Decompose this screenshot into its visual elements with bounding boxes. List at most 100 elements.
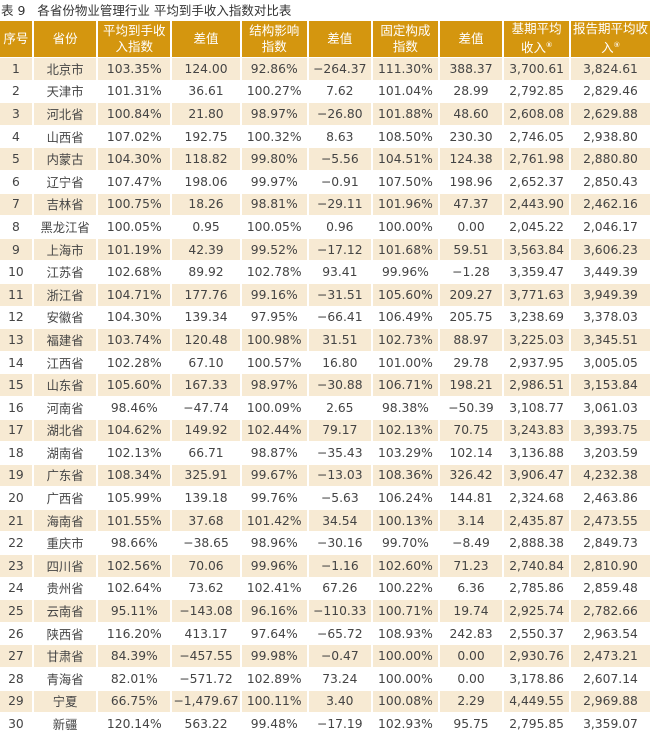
table-title: 表 9 各省份物业管理行业 平均到手收入指数对比表 <box>1 3 292 18</box>
cell-diff-1: −38.65 <box>183 536 229 551</box>
cell-structure-index: 96.16% <box>241 600 307 622</box>
cell-index: 18 <box>8 445 24 460</box>
cell-diff-3: 230.30 <box>449 129 493 144</box>
cell-report-period-income: 2,607.14 <box>583 671 638 686</box>
cell-base-period-income: 3,771.63 <box>504 283 569 306</box>
column-header-diff-3: 差值 <box>439 21 503 57</box>
table-row: 4 山西省 107.02% 192.75 100.32% 8.63 108.50% 230.3… <box>0 126 650 148</box>
cell-diff-2: 73.24 <box>322 671 358 686</box>
cell-fixed-index: 104.51% <box>373 148 438 170</box>
cell-index: 6 <box>11 174 20 189</box>
cell-diff-1: 198.06 <box>184 174 228 189</box>
cell-avg-income-index: 101.31% <box>106 84 162 99</box>
cell-avg-income-index: 101.55% <box>98 509 171 532</box>
cell-fixed-index: 100.13% <box>373 509 438 532</box>
cell-diff-1: 124.00 <box>172 58 240 80</box>
table-row: 6 辽宁省 107.47% 198.06 99.97% −0.91 107.50% 198.9… <box>0 171 650 193</box>
cell-avg-income-index: 104.71% <box>98 283 171 306</box>
cell-fixed-index: 106.24% <box>378 491 433 506</box>
column-header-index: 序号 <box>0 21 32 57</box>
cell-diff-3: 209.27 <box>439 283 503 306</box>
cell-avg-income-index: 98.66% <box>110 536 158 551</box>
cell-province: 贵州省 <box>46 582 84 597</box>
cell-fixed-index: 107.50% <box>378 174 433 189</box>
cell-index: 24 <box>8 581 24 596</box>
cell-structure-index: 100.05% <box>246 219 302 234</box>
cell-fixed-index: 108.93% <box>378 626 433 641</box>
cell-report-period-income: 2,473.55 <box>570 509 650 532</box>
cell-diff-2: 67.26 <box>322 581 358 596</box>
column-header-label: 差值 <box>458 31 484 46</box>
cell-diff-2: −0.47 <box>308 645 372 668</box>
cell-diff-1: −143.08 <box>172 600 240 622</box>
cell-report-period-income: 2,938.80 <box>583 129 638 144</box>
cell-province: 广西省 <box>46 492 84 507</box>
cell-fixed-index: 111.30% <box>373 58 438 80</box>
cell-diff-2: −5.63 <box>320 491 359 506</box>
cell-diff-1: 325.91 <box>172 464 240 487</box>
cell-avg-income-index: 102.13% <box>106 445 162 460</box>
cell-diff-3: 388.37 <box>439 58 503 80</box>
column-header-label: 基期平均收入 <box>511 21 562 56</box>
cell-diff-1: 177.76 <box>172 283 240 306</box>
column-header-label: 序号 <box>3 31 29 46</box>
cell-base-period-income: 2,792.85 <box>509 84 564 99</box>
header-row: 序号 省份 平均到手收入指数 差值 结构影响指数 差值 固定构成指数 差值 基期平均收入⑧ 报告期… <box>0 21 650 57</box>
cell-diff-2: −29.11 <box>308 193 372 216</box>
table-row: 23 四川省 102.56% 70.06 99.96% −1.16 102.60% 71.23… <box>0 555 650 577</box>
cell-fixed-index: 102.73% <box>373 329 438 351</box>
cell-diff-3: 242.83 <box>449 626 493 641</box>
cell-fixed-index: 105.60% <box>373 283 438 306</box>
cell-diff-3: 0.00 <box>457 219 485 234</box>
cell-diff-3: 102.14 <box>449 445 493 460</box>
cell-index: 4 <box>11 129 20 144</box>
cell-avg-income-index: 98.46% <box>110 400 158 415</box>
column-header-label: 省份 <box>52 31 78 46</box>
cell-province: 青海省 <box>46 672 84 687</box>
table-row: 13 福建省 103.74% 120.48 100.98% 31.51 102.73% 88.… <box>0 329 650 351</box>
cell-diff-1: −457.55 <box>172 645 240 668</box>
cell-province: 江西省 <box>46 356 84 371</box>
cell-fixed-index: 99.70% <box>381 536 429 551</box>
cell-avg-income-index: 108.34% <box>98 464 171 487</box>
cell-province: 新疆 <box>52 718 78 733</box>
cell-fixed-index: 100.08% <box>373 690 438 713</box>
cell-report-period-income: 3,606.23 <box>570 238 650 261</box>
table-row: 3 河北省 100.84% 21.80 98.97% −26.80 101.88% 48.60… <box>0 103 650 125</box>
table-row: 10 江苏省 102.68% 89.92 102.78% 93.41 99.96% −1.28… <box>0 261 650 283</box>
cell-avg-income-index: 104.62% <box>98 419 171 442</box>
cell-index: 19 <box>0 464 32 487</box>
cell-index: 20 <box>8 491 24 506</box>
table-row: 12 安徽省 104.30% 139.34 97.95% −66.41 106.49% 205… <box>0 307 650 329</box>
cell-report-period-income: 3,061.03 <box>583 400 638 415</box>
cell-diff-3: −1.28 <box>452 265 490 280</box>
cell-report-period-income: 3,378.03 <box>583 310 638 325</box>
cell-report-period-income: 2,859.48 <box>583 581 638 596</box>
cell-base-period-income: 2,746.05 <box>509 129 564 144</box>
cell-structure-index: 102.89% <box>246 671 302 686</box>
cell-index: 30 <box>8 717 24 732</box>
table-row: 1 北京市 103.35% 124.00 92.86% −264.37 111.30% 388… <box>0 58 650 80</box>
cell-report-period-income: 3,393.75 <box>570 419 650 442</box>
cell-diff-2: 16.80 <box>322 355 358 370</box>
table-row: 7 吉林省 100.75% 18.26 98.81% −29.11 101.96% 47.37… <box>0 193 650 216</box>
cell-province: 山西省 <box>46 130 84 145</box>
cell-fixed-index: 100.71% <box>373 600 438 622</box>
cell-fixed-index: 101.68% <box>373 238 438 261</box>
table-row: 9 上海市 101.19% 42.39 99.52% −17.12 101.68% 59.51… <box>0 238 650 261</box>
cell-avg-income-index: 107.02% <box>106 129 162 144</box>
cell-diff-2: −17.19 <box>317 717 363 732</box>
cell-structure-index: 101.42% <box>241 509 307 532</box>
cell-province: 山东省 <box>33 374 97 396</box>
cell-province: 福建省 <box>33 329 97 351</box>
cell-province: 内蒙古 <box>33 148 97 170</box>
cell-structure-index: 99.76% <box>250 491 298 506</box>
cell-index: 29 <box>0 690 32 713</box>
cell-diff-1: 36.61 <box>188 84 224 99</box>
column-header-report-period-income: 报告期平均收入⑨ <box>570 21 650 57</box>
cell-base-period-income: 2,740.84 <box>504 555 569 577</box>
cell-province: 北京市 <box>33 58 97 80</box>
cell-base-period-income: 2,443.90 <box>504 193 569 216</box>
table-row: 20 广西省 105.99% 139.18 99.76% −5.63 106.24% 144.… <box>0 487 650 509</box>
cell-index: 27 <box>0 645 32 668</box>
